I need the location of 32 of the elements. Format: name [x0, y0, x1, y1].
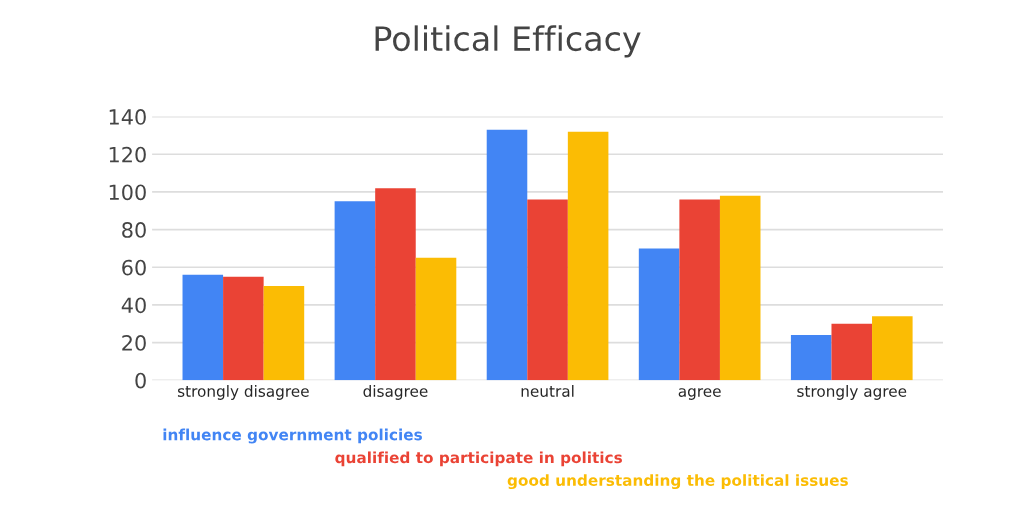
bar [638, 248, 680, 381]
y-tick-label: 0 [135, 372, 146, 389]
bar [567, 131, 609, 381]
bar [719, 195, 761, 381]
bar [831, 323, 873, 381]
bar [223, 276, 264, 381]
y-tick-label: 100 [109, 184, 146, 201]
bar [415, 257, 457, 381]
bar [790, 335, 832, 381]
y-tick-label: 60 [122, 259, 146, 276]
text: influence government policies [163, 428, 422, 444]
y-tick-label: 40 [121, 297, 146, 314]
x-tick-label: disagree [363, 385, 428, 400]
x-tick-label: agree [678, 388, 721, 400]
text: qualified to participate in politics [335, 451, 622, 467]
bar [182, 274, 224, 381]
y-tick-label: 20 [122, 335, 146, 351]
bar [334, 201, 376, 381]
x-tick-label: strongly disagree [177, 385, 309, 400]
bar [872, 316, 913, 381]
y-tick-label: 80 [122, 222, 146, 238]
chart-title: Political Efficacy [375, 25, 641, 58]
y-tick-label: 140 [109, 109, 146, 125]
bar [486, 129, 528, 381]
x-tick-label: strongly agree [797, 385, 907, 400]
text: good understanding the political issues [507, 474, 848, 490]
x-tick-label: neutral [521, 385, 574, 397]
bar [375, 188, 416, 381]
bar [263, 286, 305, 381]
bar [679, 199, 720, 381]
y-tick-label: 120 [109, 146, 146, 163]
bar [527, 199, 568, 381]
